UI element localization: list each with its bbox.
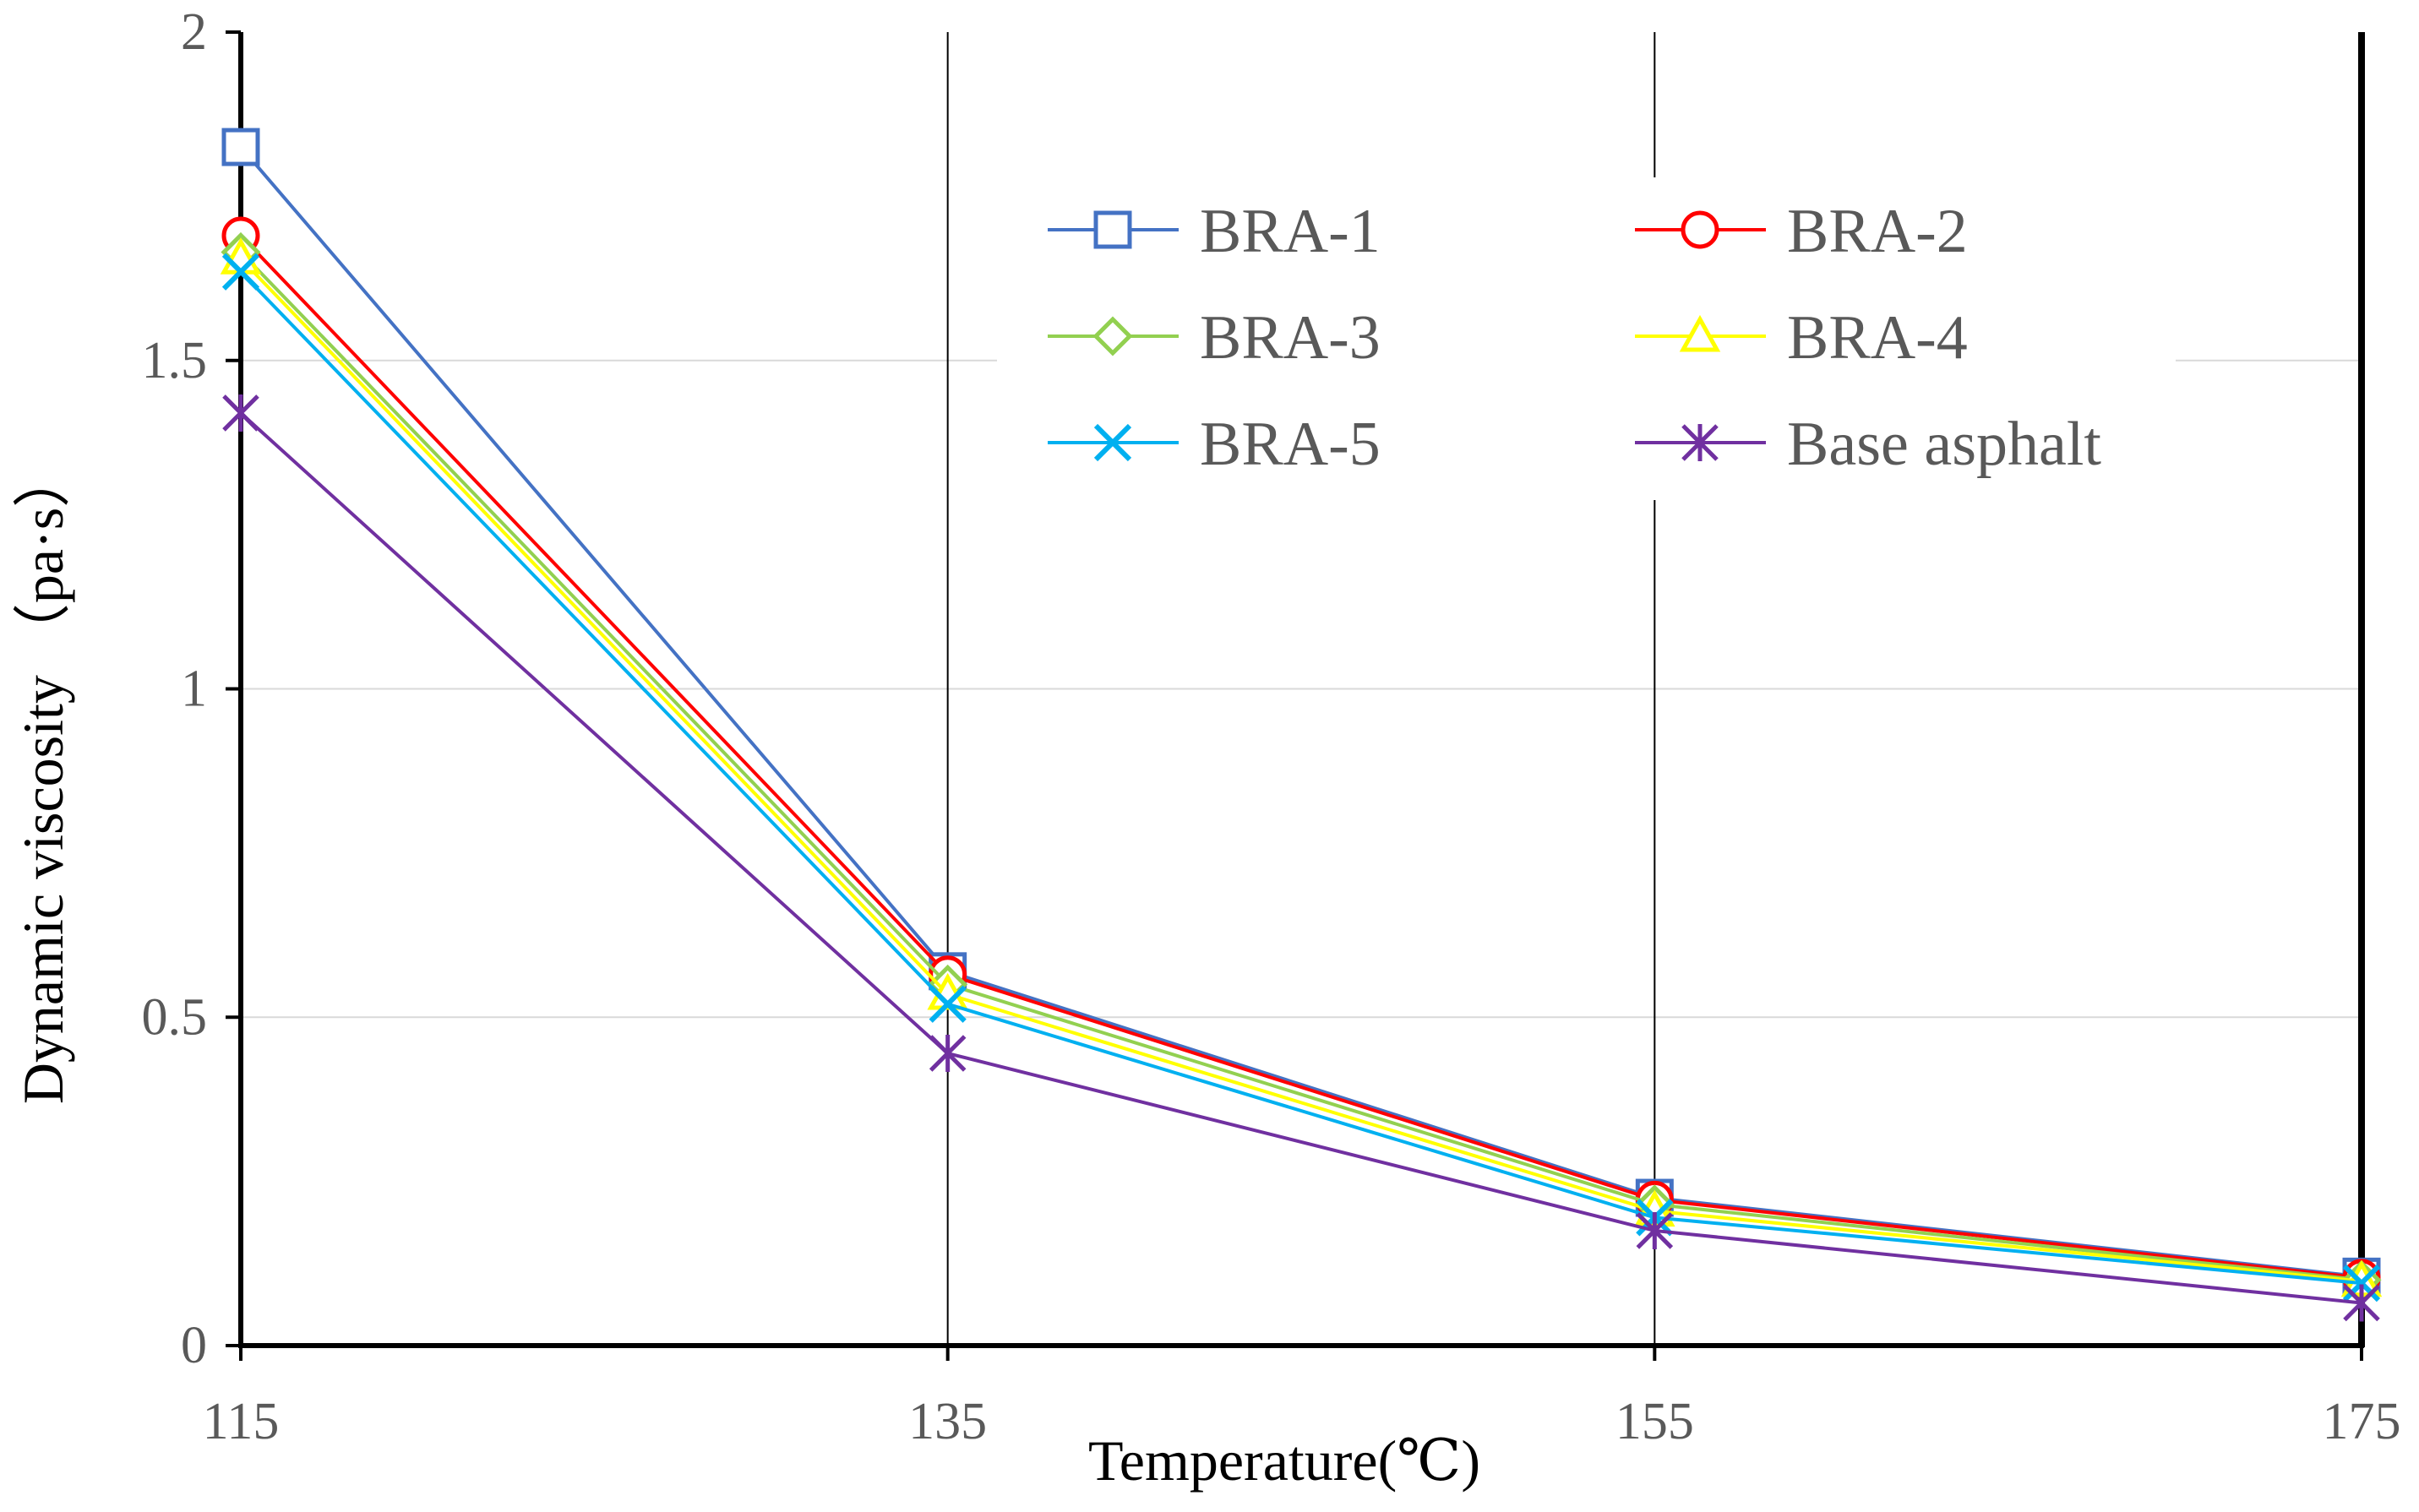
y-axis-title: Dynamic viscosity （pa·s） [11, 450, 75, 1104]
legend-label-bra-5: BRA-5 [1200, 410, 1381, 479]
series-group [220, 128, 2383, 1322]
y-tick-label: 0 [181, 1317, 207, 1374]
x-tick-label: 115 [203, 1393, 280, 1450]
legend-item-bra-4: BRA-4 [1635, 303, 1968, 373]
x-tick-label: 135 [908, 1393, 987, 1450]
x-tick-label: 155 [1615, 1393, 1694, 1450]
legend-marker-bra-3 [1092, 316, 1133, 356]
series-base-asphalt [222, 394, 2380, 1322]
x-tick-label: 175 [2323, 1393, 2401, 1450]
legend-label-bra-1: BRA-1 [1200, 197, 1381, 266]
data-point-bra-1 [221, 128, 260, 166]
y-tick-label: 1 [181, 661, 207, 718]
y-tick-label: 0.5 [142, 988, 208, 1046]
legend-label-bra-4: BRA-4 [1787, 303, 1968, 373]
legend-label-bra-2: BRA-2 [1787, 197, 1968, 266]
data-point-base-asphalt [222, 394, 259, 432]
data-point-base-asphalt [929, 1035, 967, 1073]
axes [226, 30, 2365, 1361]
legend: BRA-1 BRA-2 BRA-3 BRA-4 BRA-5 Base asphalt [1048, 197, 2101, 479]
legend-marker-base-asphalt [1681, 424, 1719, 461]
legend-background [997, 177, 2176, 500]
legend-item-bra-1: BRA-1 [1048, 197, 1381, 266]
legend-label-bra-3: BRA-3 [1200, 303, 1381, 373]
legend-label-base-asphalt: Base asphalt [1787, 410, 2101, 479]
tick-labels: 0 0.5 1 1.5 2 115 135 155 175 [142, 3, 2401, 1450]
data-point-base-asphalt [2343, 1284, 2380, 1322]
legend-item-bra-3: BRA-3 [1048, 303, 1381, 373]
series-line-base-asphalt [239, 411, 2362, 1305]
legend-marker-bra-2 [1681, 210, 1719, 249]
series-line-bra-3 [239, 251, 2362, 1282]
series-line-bra-4 [239, 257, 2362, 1283]
y-tick-label: 2 [181, 3, 207, 61]
data-point-bra-5 [929, 985, 967, 1023]
x-axis-title: Temperature(℃) [1088, 1428, 1480, 1493]
legend-item-bra-5: BRA-5 [1048, 410, 1381, 479]
legend-item-base-asphalt: Base asphalt [1635, 410, 2101, 479]
data-point-bra-5 [221, 253, 260, 291]
legend-marker-bra-1 [1093, 210, 1132, 249]
legend-marker-bra-5 [1093, 423, 1132, 462]
legend-marker-bra-4 [1679, 314, 1721, 352]
series-line-bra-5 [239, 270, 2362, 1286]
y-tick-label: 1.5 [142, 332, 208, 389]
series-line-bra-2 [239, 234, 2362, 1280]
legend-item-bra-2: BRA-2 [1635, 197, 1968, 266]
data-point-base-asphalt [1636, 1211, 1674, 1249]
